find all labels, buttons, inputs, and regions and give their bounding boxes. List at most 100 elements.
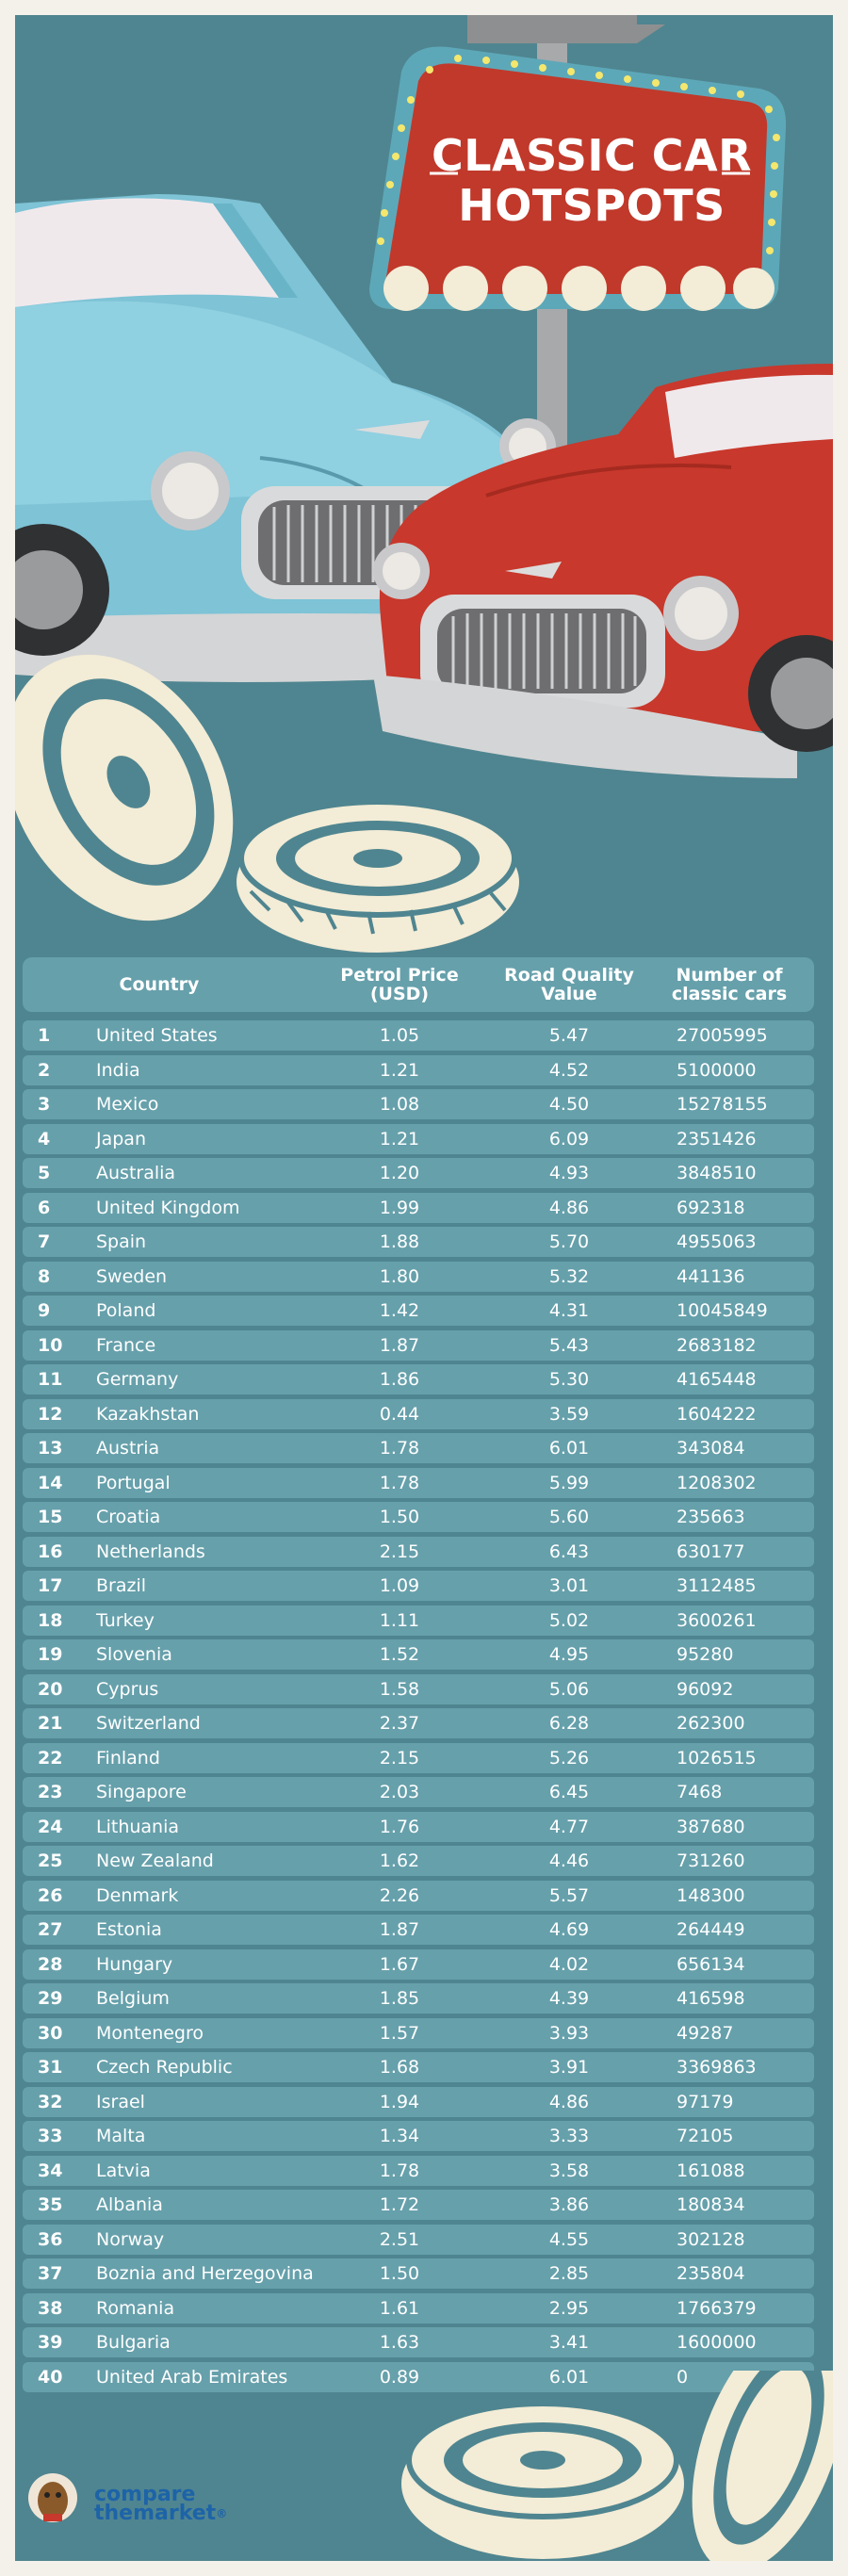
petrol-price-cell: 1.76: [379, 1816, 420, 1837]
petrol-price-cell: 1.57: [379, 2022, 420, 2044]
road-quality-cell: 2.95: [548, 2297, 590, 2319]
classic-cars-cell: 49287: [677, 2022, 734, 2044]
petrol-price-cell: 1.88: [379, 1231, 420, 1252]
classic-cars-cell: 387680: [677, 1816, 745, 1837]
country-cell: Brazil: [96, 1575, 147, 1596]
road-quality-cell: 4.69: [548, 1919, 590, 1940]
rank-cell: 12: [38, 1403, 63, 1425]
classic-cars-cell: 262300: [677, 1713, 745, 1734]
rank-cell: 37: [38, 2263, 63, 2284]
table-row: 15 Croatia 1.50 5.60 235663: [23, 1502, 814, 1532]
classic-cars-cell: 96092: [677, 1678, 734, 1700]
rank-cell: 25: [38, 1850, 63, 1871]
rank-cell: 29: [38, 1988, 63, 2009]
rank-cell: 4: [38, 1128, 51, 1149]
petrol-price-cell: 1.58: [379, 1678, 420, 1700]
classic-cars-cell: 15278155: [677, 1094, 768, 1115]
classic-cars-cell: 731260: [677, 1850, 745, 1871]
table-row: 11 Germany 1.86 5.30 4165448: [23, 1364, 814, 1394]
rank-cell: 16: [38, 1541, 63, 1562]
rank-cell: 36: [38, 2228, 63, 2250]
rank-cell: 20: [38, 1678, 63, 1700]
petrol-price-cell: 1.78: [379, 1472, 420, 1493]
petrol-price-cell: 1.09: [379, 1575, 420, 1596]
table-row: 24 Lithuania 1.76 4.77 387680: [23, 1811, 814, 1842]
rank-cell: 24: [38, 1816, 63, 1837]
classic-cars-cell: 692318: [677, 1197, 745, 1218]
road-quality-cell: 5.47: [548, 1025, 590, 1046]
title-line-2: HOTSPOTS: [458, 180, 725, 231]
rank-cell: 26: [38, 1884, 63, 1906]
classic-cars-cell: 4165448: [677, 1369, 757, 1390]
country-cell: New Zealand: [96, 1850, 214, 1871]
country-table: 1 United States 1.05 5.47 27005995 2 India 1.21…: [23, 1020, 814, 2396]
header-petrol-price-line2: (USD): [369, 984, 430, 1004]
petrol-price-cell: 2.03: [379, 1782, 420, 1802]
classic-cars-cell: 2351426: [677, 1128, 757, 1149]
rank-cell: 5: [38, 1163, 51, 1183]
classic-cars-cell: 441136: [677, 1265, 745, 1287]
country-cell: Germany: [96, 1369, 179, 1390]
petrol-price-cell: 1.68: [379, 2057, 420, 2078]
country-cell: India: [96, 1059, 140, 1081]
rank-cell: 28: [38, 1953, 63, 1975]
table-row: 36 Norway 2.51 4.55 302128: [23, 2224, 814, 2255]
classic-cars-cell: 1604222: [677, 1403, 757, 1425]
classic-cars-cell: 3112485: [677, 1575, 757, 1596]
table-row: 17 Brazil 1.09 3.01 3112485: [23, 1571, 814, 1601]
table-row: 1 United States 1.05 5.47 27005995: [23, 1020, 814, 1051]
table-row: 35 Albania 1.72 3.86 180834: [23, 2190, 814, 2220]
road-quality-cell: 4.86: [548, 2091, 590, 2112]
rank-cell: 7: [38, 1231, 51, 1252]
petrol-price-cell: 1.63: [379, 2332, 420, 2353]
rank-cell: 1: [38, 1025, 51, 1046]
road-quality-cell: 6.01: [548, 1438, 590, 1459]
table-row: 39 Bulgaria 1.63 3.41 1600000: [23, 2327, 814, 2357]
rank-cell: 18: [38, 1609, 63, 1631]
rank-cell: 22: [38, 1747, 63, 1769]
country-cell: Turkey: [96, 1609, 155, 1631]
rank-cell: 2: [38, 1059, 51, 1081]
table-row: 27 Estonia 1.87 4.69 264449: [23, 1915, 814, 1945]
country-cell: Portugal: [96, 1472, 171, 1493]
header-classic-cars-line1: Number of: [676, 965, 783, 986]
table-row: 26 Denmark 2.26 5.57 148300: [23, 1880, 814, 1911]
country-cell: Switzerland: [96, 1713, 201, 1734]
sign-lights: [377, 55, 780, 254]
compare-the-market-logo: compare themarket®: [94, 2485, 228, 2524]
road-quality-cell: 4.93: [548, 1163, 590, 1183]
petrol-price-cell: 2.15: [379, 1747, 420, 1769]
road-quality-cell: 5.06: [548, 1678, 590, 1700]
country-cell: Austria: [96, 1438, 160, 1459]
rank-cell: 11: [38, 1369, 63, 1390]
petrol-price-cell: 1.62: [379, 1850, 420, 1871]
road-quality-cell: 4.52: [548, 1059, 590, 1081]
road-quality-cell: 5.32: [548, 1265, 590, 1287]
header-illustration: CLASSIC CAR HOTSPOTS: [15, 15, 833, 953]
rank-cell: 40: [38, 2366, 63, 2388]
classic-cars-cell: 0: [677, 2366, 689, 2388]
classic-cars-cell: 343084: [677, 1438, 745, 1459]
table-row: 13 Austria 1.78 6.01 343084: [23, 1433, 814, 1463]
country-cell: Latvia: [96, 2160, 151, 2181]
classic-cars-cell: 3600261: [677, 1609, 757, 1631]
country-cell: Denmark: [96, 1884, 179, 1906]
country-cell: Poland: [96, 1300, 156, 1321]
petrol-price-cell: 1.34: [379, 2126, 420, 2146]
rank-cell: 14: [38, 1472, 63, 1493]
rank-cell: 10: [38, 1334, 63, 1356]
road-quality-cell: 3.41: [548, 2332, 590, 2353]
table-row: 31 Czech Republic 1.68 3.91 3369863: [23, 2052, 814, 2082]
country-cell: Kazakhstan: [96, 1403, 200, 1425]
road-quality-cell: 3.91: [548, 2057, 590, 2078]
table-row: 38 Romania 1.61 2.95 1766379: [23, 2292, 814, 2323]
header-classic-cars: Number of classic cars: [644, 957, 814, 1012]
country-cell: Belgium: [96, 1988, 170, 2009]
logo-registered-mark: ®: [216, 2507, 228, 2520]
petrol-price-cell: 2.15: [379, 1541, 420, 1562]
table-header: Country Petrol Price (USD) Road Quality …: [23, 957, 814, 1012]
table-row: 20 Cyprus 1.58 5.06 96092: [23, 1673, 814, 1704]
classic-cars-cell: 1026515: [677, 1747, 757, 1769]
table-row: 3 Mexico 1.08 4.50 15278155: [23, 1089, 814, 1119]
header-classic-cars-line2: classic cars: [671, 984, 788, 1004]
